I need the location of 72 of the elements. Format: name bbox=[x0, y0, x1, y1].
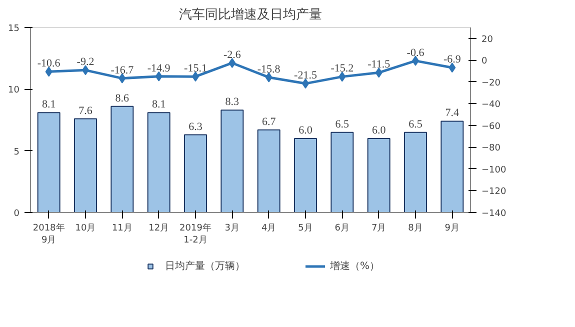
point bbox=[448, 62, 456, 73]
data-label: 6.5 bbox=[335, 118, 350, 130]
x-tick-label: 7月 bbox=[371, 224, 386, 234]
data-label: -14.9 bbox=[147, 62, 171, 74]
data-label: -21.5 bbox=[294, 70, 318, 82]
data-label: -10.6 bbox=[37, 58, 61, 70]
x-tick-label: 8月 bbox=[408, 224, 423, 234]
y-tick-label: 0 bbox=[14, 209, 20, 219]
point bbox=[118, 73, 126, 84]
bar bbox=[330, 132, 354, 212]
data-label: -11.5 bbox=[368, 58, 391, 71]
data-label: 6.0 bbox=[298, 124, 313, 136]
bar bbox=[37, 112, 60, 212]
x-tick-label: 9月 bbox=[444, 224, 460, 234]
bar bbox=[220, 110, 244, 212]
data-label: 8.6 bbox=[115, 92, 130, 104]
x-tick-label: 11月 bbox=[112, 224, 132, 234]
point bbox=[338, 72, 346, 82]
x-tick-label: 2019年 1-2月 bbox=[180, 222, 212, 246]
x-tick-label: 3月 bbox=[224, 224, 240, 234]
y2-tick-label: 0 bbox=[482, 56, 488, 67]
data-label: -6.9 bbox=[443, 54, 462, 66]
y-tick-label: 5 bbox=[14, 147, 20, 158]
y2-tick-label: −60 bbox=[482, 122, 501, 132]
data-label: 8.3 bbox=[225, 96, 240, 108]
point bbox=[265, 72, 272, 82]
data-label: 6.7 bbox=[262, 116, 276, 128]
legend-label: 增速（%） bbox=[330, 260, 380, 273]
chart-title: 汽车同比增速及日均产量 bbox=[179, 8, 322, 22]
data-label: -16.7 bbox=[110, 64, 134, 76]
point bbox=[228, 58, 236, 68]
y2-tick-label: −20 bbox=[482, 78, 501, 88]
x-tick-label: 6月 bbox=[334, 224, 350, 234]
bar bbox=[440, 120, 464, 212]
data-label: 8.1 bbox=[42, 98, 56, 111]
data-label: 8.1 bbox=[152, 98, 166, 111]
point bbox=[375, 68, 382, 78]
x-tick-label: 5月 bbox=[298, 224, 313, 234]
y-tick-label: 15 bbox=[8, 24, 20, 34]
data-label: -15.2 bbox=[330, 62, 354, 75]
bar bbox=[294, 138, 317, 212]
bar bbox=[404, 132, 427, 212]
data-label: 6.0 bbox=[372, 124, 386, 136]
data-label: -2.6 bbox=[223, 48, 242, 61]
x-tick-label: 12月 bbox=[148, 224, 170, 234]
bar bbox=[184, 134, 207, 212]
legend-label: 日均产量（万辆） bbox=[165, 260, 245, 273]
y2-tick-label: −40 bbox=[482, 100, 501, 110]
point bbox=[155, 71, 162, 82]
y2-tick-label: −140 bbox=[482, 209, 506, 219]
x-tick-label: 4月 bbox=[261, 224, 276, 234]
y2-tick-label: −100 bbox=[482, 165, 506, 176]
point bbox=[45, 66, 52, 77]
data-label: -15.1 bbox=[184, 62, 207, 75]
y2-tick-label: −120 bbox=[482, 187, 506, 198]
data-label: -0.6 bbox=[406, 46, 425, 59]
data-label: 6.3 bbox=[188, 120, 203, 133]
bar bbox=[257, 129, 280, 212]
y2-tick-label: −80 bbox=[482, 144, 501, 154]
y2-tick-label: 20 bbox=[482, 34, 494, 45]
x-tick-label: 2018年 9月 bbox=[32, 222, 65, 246]
y-tick-label: 10 bbox=[8, 86, 20, 96]
bar bbox=[110, 106, 134, 212]
bar bbox=[367, 138, 390, 212]
data-label: 6.5 bbox=[408, 118, 423, 130]
data-label: -15.8 bbox=[257, 63, 281, 76]
bar bbox=[74, 118, 97, 212]
data-label: 7.6 bbox=[78, 104, 93, 117]
bar bbox=[147, 112, 170, 212]
data-label: 7.4 bbox=[445, 107, 460, 120]
x-tick-label: 10月 bbox=[75, 224, 96, 234]
data-label: -9.2 bbox=[76, 56, 94, 68]
